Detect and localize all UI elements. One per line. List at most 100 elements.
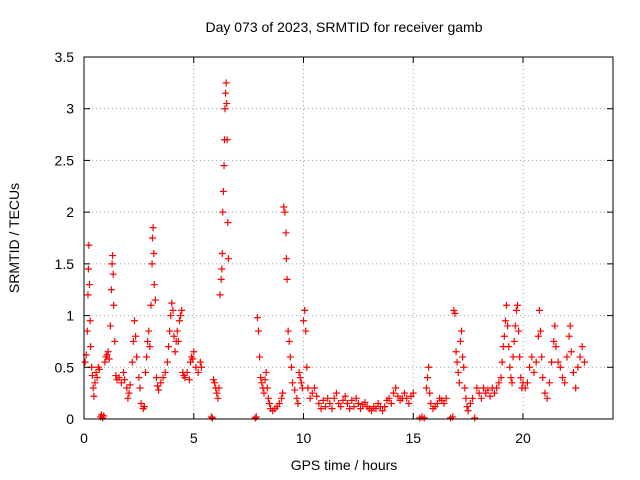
data-point xyxy=(495,379,503,387)
data-point xyxy=(392,384,400,392)
data-point xyxy=(532,358,540,366)
data-point xyxy=(328,405,336,413)
data-point xyxy=(458,327,466,335)
data-point xyxy=(265,399,273,407)
data-point xyxy=(257,374,265,382)
data-point xyxy=(504,322,512,330)
data-point xyxy=(152,374,160,382)
data-point xyxy=(165,343,173,351)
data-point xyxy=(224,218,232,226)
data-point xyxy=(565,332,573,340)
data-point xyxy=(454,368,462,376)
data-point xyxy=(255,327,263,335)
data-point xyxy=(144,337,152,345)
data-point xyxy=(420,414,428,422)
data-point xyxy=(85,281,93,289)
data-point xyxy=(516,353,524,361)
data-point xyxy=(507,374,515,382)
data-point xyxy=(545,379,553,387)
data-point xyxy=(523,379,531,387)
data-point xyxy=(218,250,226,258)
data-point xyxy=(163,358,171,366)
data-point xyxy=(576,353,584,361)
data-point xyxy=(170,332,178,340)
data-point xyxy=(506,363,514,371)
y-tick-label: 0 xyxy=(66,411,74,427)
data-point xyxy=(173,327,181,335)
data-point xyxy=(109,270,117,278)
data-point xyxy=(514,301,522,309)
data-point xyxy=(262,368,270,376)
data-point xyxy=(563,353,571,361)
data-point xyxy=(500,332,508,340)
data-point xyxy=(95,365,103,373)
data-point xyxy=(281,208,289,216)
data-point xyxy=(400,389,408,397)
data-point xyxy=(258,379,266,387)
data-point xyxy=(510,337,518,345)
data-point xyxy=(515,327,523,335)
data-point xyxy=(90,392,98,400)
data-point xyxy=(442,394,450,402)
data-point xyxy=(357,405,365,413)
data-point xyxy=(511,322,519,330)
data-point xyxy=(424,374,432,382)
data-point xyxy=(302,327,310,335)
data-point xyxy=(148,260,156,268)
data-point xyxy=(348,396,356,404)
data-point xyxy=(464,407,472,415)
data-point xyxy=(282,229,290,237)
data-point xyxy=(469,394,477,402)
data-point xyxy=(146,343,154,351)
y-tick-label: 3 xyxy=(66,101,74,117)
data-point xyxy=(154,382,162,390)
data-point xyxy=(543,394,551,402)
data-point xyxy=(196,358,204,366)
data-point xyxy=(452,348,460,356)
tick-labels: 0 0.5 1 1.5 2 2.5 3 3.5 0 5 10 15 20 xyxy=(55,49,531,446)
data-point xyxy=(108,260,116,268)
data-point xyxy=(387,399,395,407)
data-point xyxy=(294,399,302,407)
data-point xyxy=(456,337,464,345)
data-point xyxy=(89,384,97,392)
data-point xyxy=(169,306,177,314)
data-point xyxy=(354,399,362,407)
data-point xyxy=(171,348,179,356)
data-point xyxy=(264,394,272,402)
y-tick-label: 3.5 xyxy=(55,49,75,65)
data-point xyxy=(451,310,459,318)
data-point xyxy=(168,299,176,307)
data-point xyxy=(361,398,369,406)
data-point xyxy=(126,381,134,389)
data-point xyxy=(310,384,318,392)
data-point xyxy=(93,374,101,382)
data-point xyxy=(321,403,329,411)
data-point xyxy=(149,224,157,232)
data-point xyxy=(87,343,95,351)
data-point xyxy=(497,374,505,382)
data-point xyxy=(293,394,301,402)
data-point xyxy=(216,291,224,299)
data-point xyxy=(490,389,498,397)
data-point xyxy=(219,187,227,195)
data-point xyxy=(222,79,230,87)
data-point xyxy=(190,348,198,356)
data-point xyxy=(150,281,158,289)
data-point xyxy=(559,374,567,382)
data-point xyxy=(308,389,316,397)
data-point xyxy=(147,301,155,309)
data-point xyxy=(185,376,193,384)
data-point xyxy=(337,403,345,411)
data-point xyxy=(551,322,559,330)
data-point xyxy=(427,399,435,407)
data-point xyxy=(223,136,231,144)
data-point xyxy=(505,343,513,351)
data-point xyxy=(530,368,538,376)
data-point xyxy=(214,394,222,402)
data-point xyxy=(84,291,92,299)
data-point xyxy=(385,394,393,402)
data-point xyxy=(526,363,534,371)
